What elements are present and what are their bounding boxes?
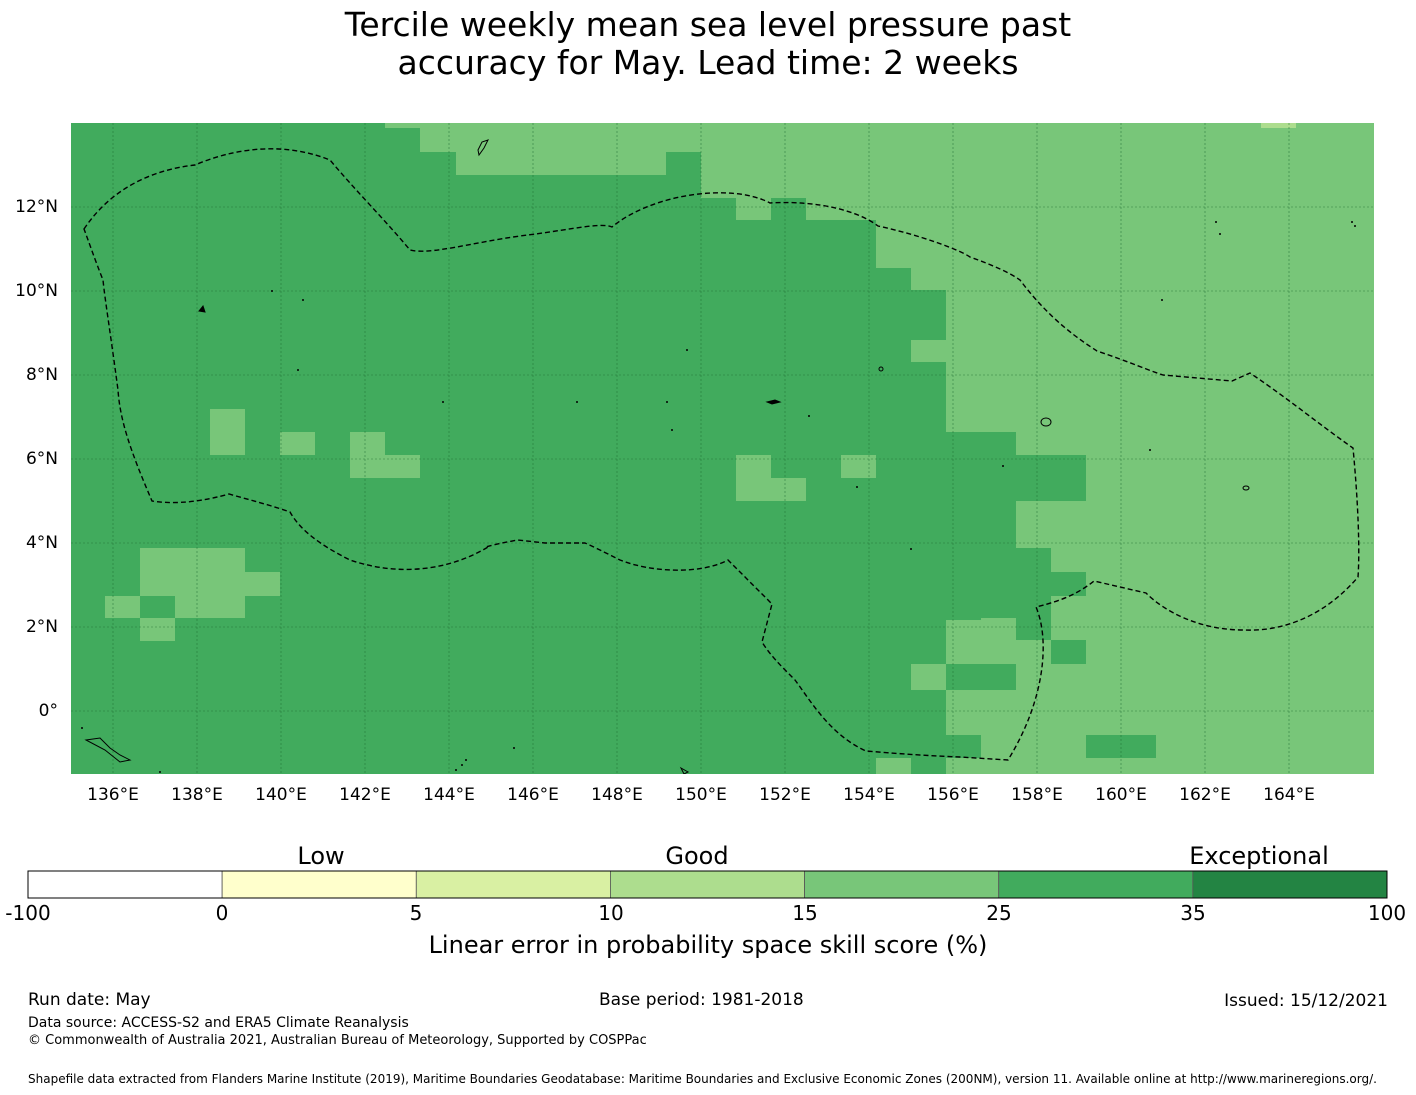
x-tick-label: 150°E (675, 785, 727, 805)
colorbar-swatch (1192, 870, 1388, 899)
colorbar-swatch (610, 870, 805, 899)
colorbar-label: Linear error in probability space skill … (428, 931, 988, 959)
x-tick-label: 144°E (423, 785, 475, 805)
cb-tick: 25 (986, 901, 1012, 925)
y-tick-label: 0° (38, 701, 58, 721)
cb-tick: 15 (792, 901, 818, 925)
colorbar-swatch (221, 870, 417, 899)
x-tick-label: 140°E (255, 785, 307, 805)
x-tick-label: 162°E (1179, 785, 1231, 805)
category-good: Good (665, 842, 729, 870)
category-exceptional: Exceptional (1189, 842, 1329, 870)
gridlines (71, 123, 1374, 774)
y-tick-label: 12°N (15, 197, 58, 217)
x-tick-label: 158°E (1011, 785, 1063, 805)
cb-tick: 100 (1367, 901, 1407, 925)
shapefile-credit: Shapefile data extracted from Flanders M… (28, 1072, 1377, 1086)
y-tick-label: 6°N (25, 449, 58, 469)
y-tick-label: 4°N (25, 533, 58, 553)
eez-boundary (83, 148, 1360, 761)
run-date: Run date: May (28, 990, 151, 1010)
cb-tick: 10 (598, 901, 624, 925)
y-tick-label: 2°N (25, 617, 58, 637)
x-tick-label: 136°E (87, 785, 139, 805)
cb-tick: 35 (1180, 901, 1206, 925)
issued-date: Issued: 15/12/2021 (1224, 991, 1388, 1011)
x-tick-label: 154°E (843, 785, 895, 805)
colorbar-swatch (27, 870, 223, 899)
x-tick-label: 156°E (927, 785, 979, 805)
x-tick-label: 148°E (591, 785, 643, 805)
base-period: Base period: 1981-2018 (599, 990, 804, 1010)
east-region (385, 123, 1374, 774)
category-low: Low (297, 842, 345, 870)
colorbar (27, 870, 1388, 899)
copyright: © Commonwealth of Australia 2021, Austra… (28, 1033, 647, 1048)
colorbar-outline (27, 870, 1388, 899)
x-tick-label: 152°E (759, 785, 811, 805)
colorbar-swatch (804, 870, 1000, 899)
title-line-2: accuracy for May. Lead time: 2 weeks (397, 43, 1019, 82)
islands (84, 139, 1250, 774)
title-line-1: Tercile weekly mean sea level pressure p… (344, 5, 1072, 44)
map-area (71, 123, 1374, 774)
y-tick-label: 10°N (15, 281, 58, 301)
cb-tick: 5 (409, 901, 423, 925)
x-tick-label: 164°E (1263, 785, 1315, 805)
island-dots (81, 221, 1356, 773)
cb-tick: 0 (215, 901, 229, 925)
x-tick-label: 146°E (507, 785, 559, 805)
cb-tick: -100 (5, 901, 51, 925)
colorbar-swatch (415, 870, 611, 899)
x-tick-label: 160°E (1095, 785, 1147, 805)
x-tick-label: 138°E (171, 785, 223, 805)
y-tick-label: 8°N (25, 365, 58, 385)
west-lighter-patches (105, 409, 911, 774)
x-tick-label: 142°E (339, 785, 391, 805)
pale-patch (1261, 123, 1296, 128)
colorbar-swatch (998, 870, 1194, 899)
chart-title: Tercile weekly mean sea level pressure p… (0, 6, 1416, 82)
data-source: Data source: ACCESS-S2 and ERA5 Climate … (28, 1015, 409, 1031)
